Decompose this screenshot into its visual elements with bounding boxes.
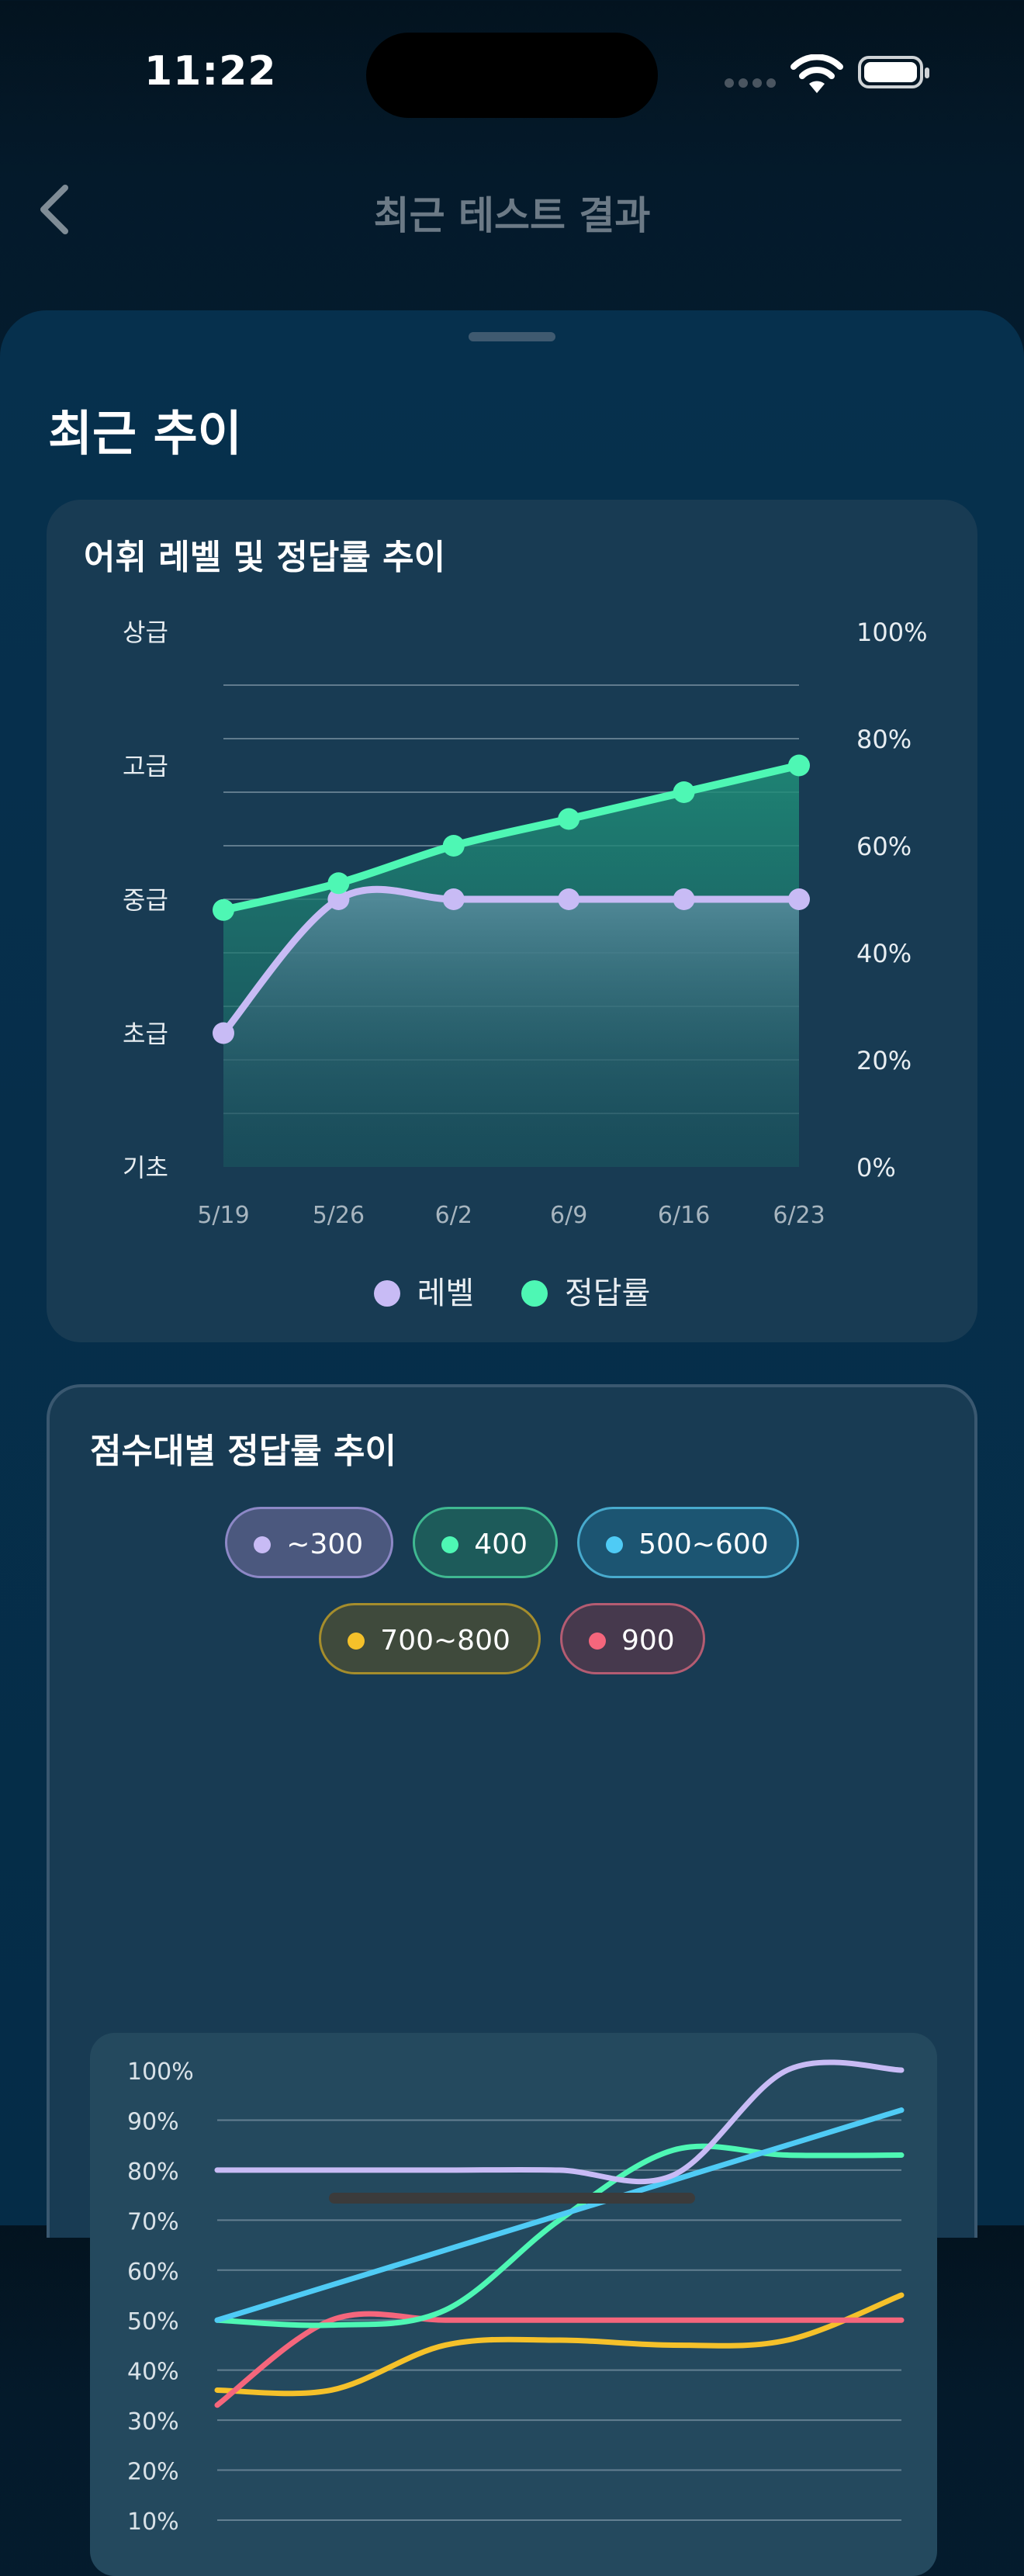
chart2-y-axis-label: 50% bbox=[127, 2308, 179, 2335]
chip-label-400: 400 bbox=[474, 1529, 528, 1560]
score-band-filter-row-1: ~300 400 500~600 bbox=[50, 1507, 974, 1578]
chart1-left-axis-label: 고급 bbox=[123, 752, 168, 781]
accuracy-point bbox=[327, 872, 350, 895]
chart1-right-axis-label: 20% bbox=[856, 1046, 912, 1075]
chart2-y-axis-label: 20% bbox=[127, 2459, 179, 2486]
chip-label-500-600: 500~600 bbox=[638, 1529, 769, 1560]
chip-label-700-800: 700~800 bbox=[380, 1625, 510, 1657]
chart1-right-axis-label: 60% bbox=[856, 832, 912, 861]
chip-dot-300 bbox=[254, 1536, 272, 1553]
chart2-y-axis-label: 80% bbox=[127, 2159, 179, 2186]
chip-dot-900 bbox=[588, 1633, 606, 1650]
chart1-legend: 레벨 정답률 bbox=[47, 1268, 977, 1313]
chip-label-900: 900 bbox=[621, 1625, 675, 1657]
status-bar: 11:22 bbox=[0, 0, 1024, 147]
legend-label-accuracy: 정답률 bbox=[564, 1276, 651, 1311]
legend-dot-accuracy bbox=[521, 1280, 548, 1307]
series-line-s400 bbox=[214, 2143, 905, 2328]
status-time: 11:22 bbox=[144, 48, 277, 95]
vocab-trend-chart: 기초 초급 중급 고급 상급 0% 20% 40% 60% 80% 100% 5/19 5/26 6/2 6… bbox=[123, 618, 927, 1229]
series-line-s700 bbox=[214, 2292, 905, 2397]
chip-dot-700-800 bbox=[348, 1633, 365, 1650]
chart1-title: 어휘 레벨 및 정답률 추이 bbox=[84, 538, 446, 577]
series-line-s300 bbox=[214, 2059, 905, 2185]
filter-chip-400[interactable]: 400 bbox=[413, 1507, 558, 1578]
sheet-grabber[interactable] bbox=[469, 332, 555, 341]
level-point bbox=[788, 888, 810, 910]
level-point bbox=[558, 888, 580, 910]
chart1-right-axis-label: 40% bbox=[856, 939, 912, 968]
level-point bbox=[213, 1022, 234, 1044]
score-band-trend-card: 점수대별 정답률 추이 ~300 400 500~600 700~800 900… bbox=[47, 1384, 977, 2576]
chart2-y-axis-label: 100% bbox=[127, 2058, 194, 2086]
legend-item-accuracy: 정답률 bbox=[521, 1268, 650, 1313]
chart2-y-axis-label: 30% bbox=[127, 2408, 179, 2436]
chip-label-300: ~300 bbox=[286, 1529, 364, 1560]
chart1-x-axis-label: 6/16 bbox=[658, 1202, 710, 1229]
vocab-trend-card: 어휘 레벨 및 정답률 추이 기초 초급 중급 고급 상급 0% 20% 40% 60% 80% 1… bbox=[47, 500, 977, 1342]
back-chevron-icon[interactable] bbox=[31, 182, 78, 237]
results-sheet: 최근 추이 어휘 레벨 및 정답률 추이 기초 초급 중급 고급 상급 0% 20% 40% 6… bbox=[0, 310, 1024, 2576]
chart1-right-axis-label: 100% bbox=[856, 618, 927, 647]
chart2-title: 점수대별 정답률 추이 bbox=[90, 1432, 396, 1471]
cellular-signal-icon bbox=[725, 76, 780, 91]
level-point bbox=[327, 888, 350, 910]
filter-chip-300[interactable]: ~300 bbox=[225, 1507, 394, 1578]
accuracy-point bbox=[213, 898, 234, 921]
chip-dot-400 bbox=[441, 1536, 459, 1553]
series-line-s500 bbox=[214, 2107, 905, 2323]
score-band-filter-row-2: 700~800 900 bbox=[50, 1603, 974, 1674]
chart1-x-axis-label: 5/19 bbox=[197, 1202, 249, 1229]
chart2-y-axis-label: 60% bbox=[127, 2259, 179, 2286]
score-band-trend-chart: 10% 20% 30% 40% 50% 60% 70% 80% 90% 100% bbox=[127, 2058, 905, 2536]
accuracy-point bbox=[558, 808, 580, 830]
chart1-right-axis-label: 80% bbox=[856, 725, 912, 754]
filter-chip-900[interactable]: 900 bbox=[559, 1603, 705, 1674]
level-point bbox=[442, 888, 465, 910]
chart2-y-axis-label: 70% bbox=[127, 2208, 179, 2235]
filter-chip-700-800[interactable]: 700~800 bbox=[319, 1603, 541, 1674]
navigation-bar: 최근 테스트 결과 bbox=[0, 155, 1024, 264]
chart2-y-axis-label: 40% bbox=[127, 2359, 179, 2386]
chart1-left-axis-label: 초급 bbox=[123, 1020, 168, 1049]
accuracy-series-line bbox=[220, 761, 803, 914]
chart1-x-axis-label: 6/9 bbox=[550, 1202, 587, 1229]
chart1-x-axis-label: 6/2 bbox=[435, 1202, 472, 1229]
chart1-x-axis-label: 6/23 bbox=[773, 1202, 825, 1229]
chart1-left-axis-label: 중급 bbox=[123, 885, 168, 915]
dynamic-island bbox=[366, 33, 658, 118]
page-title: 최근 테스트 결과 bbox=[373, 193, 651, 238]
filter-chip-500-600[interactable]: 500~600 bbox=[577, 1507, 799, 1578]
chart2-y-axis-label: 10% bbox=[127, 2508, 179, 2536]
legend-label-level: 레벨 bbox=[417, 1276, 475, 1311]
wifi-icon bbox=[790, 54, 843, 93]
accuracy-point bbox=[673, 781, 695, 803]
legend-dot-level bbox=[373, 1280, 400, 1307]
accuracy-point bbox=[442, 835, 465, 857]
chip-dot-500-600 bbox=[606, 1536, 624, 1553]
chart2-y-axis-label: 90% bbox=[127, 2108, 179, 2135]
section-title: 최근 추이 bbox=[48, 405, 242, 462]
battery-icon bbox=[858, 56, 929, 88]
home-indicator bbox=[329, 2193, 695, 2204]
accuracy-point bbox=[788, 754, 810, 777]
chart1-right-axis-label: 0% bbox=[856, 1153, 896, 1182]
legend-item-level: 레벨 bbox=[373, 1268, 475, 1313]
level-point bbox=[673, 888, 695, 910]
chart1-left-axis-label: 기초 bbox=[123, 1153, 168, 1182]
score-band-chart-panel: 10% 20% 30% 40% 50% 60% 70% 80% 90% 100% bbox=[90, 2033, 937, 2576]
chart1-left-axis-label: 상급 bbox=[123, 618, 168, 647]
level-area bbox=[223, 889, 799, 1167]
chart1-x-axis-label: 5/26 bbox=[313, 1202, 365, 1229]
